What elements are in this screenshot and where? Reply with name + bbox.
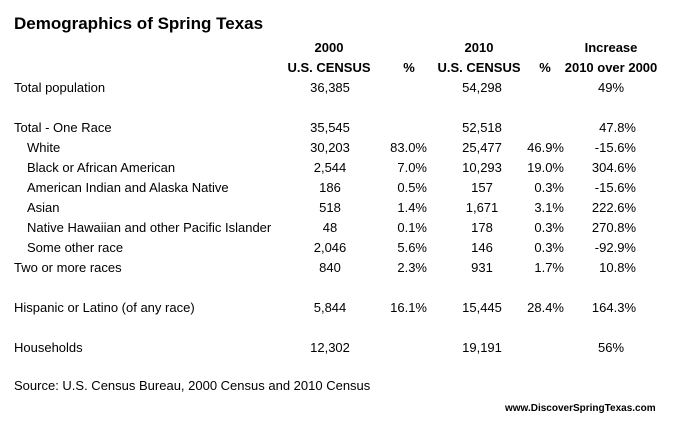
source-note: Source: U.S. Census Bureau, 2000 Census … xyxy=(14,378,371,393)
row-label: White xyxy=(27,140,61,155)
row-2000-value: 518 xyxy=(319,200,341,215)
row-2010-pct: 46.9% xyxy=(527,140,564,155)
row-label: American Indian and Alaska Native xyxy=(27,180,229,195)
row-increase: 270.8% xyxy=(591,220,636,235)
header-2010-pct: % xyxy=(539,60,551,75)
row-increase: 10.8% xyxy=(599,260,636,275)
row-label: Total - One Race xyxy=(14,120,112,135)
row-2000-value: 30,203 xyxy=(310,140,350,155)
row-2000-pct: 2.3% xyxy=(397,260,427,275)
row-2000-pct: 0.1% xyxy=(397,220,427,235)
row-increase: -15.6% xyxy=(594,140,636,155)
row-2010-pct: 3.1% xyxy=(534,200,564,215)
row-increase: -15.6% xyxy=(594,180,636,195)
row-label: Black or African American xyxy=(27,160,176,175)
header-2000-census: U.S. CENSUS xyxy=(287,60,371,75)
row-2010-value: 25,477 xyxy=(462,140,502,155)
row-2000-value: 12,302 xyxy=(310,340,350,355)
row-label: Hispanic or Latino (of any race) xyxy=(14,300,195,315)
row-2000-value: 5,844 xyxy=(313,300,347,315)
row-increase: 164.3% xyxy=(591,300,636,315)
row-increase: 56% xyxy=(597,340,625,355)
row-2010-value: 1,671 xyxy=(465,200,499,215)
row-2000-value: 48 xyxy=(322,220,338,235)
row-2000-value: 36,385 xyxy=(310,80,350,95)
header-increase-sub: 2010 over 2000 xyxy=(564,60,658,75)
row-2010-value: 157 xyxy=(471,180,493,195)
row-label: Two or more races xyxy=(14,260,122,275)
row-label: Total population xyxy=(14,80,106,95)
row-increase: 49% xyxy=(597,80,625,95)
row-2000-pct: 83.0% xyxy=(390,140,427,155)
row-label: Native Hawaiian and other Pacific Island… xyxy=(27,220,272,235)
row-2010-pct: 0.3% xyxy=(534,220,564,235)
row-label: Asian xyxy=(27,200,60,215)
row-2000-value: 2,046 xyxy=(313,240,347,255)
row-2010-pct: 0.3% xyxy=(534,180,564,195)
row-2000-pct: 16.1% xyxy=(390,300,427,315)
header-2010-year: 2010 xyxy=(464,40,494,55)
row-increase: 47.8% xyxy=(599,120,636,135)
header-increase: Increase xyxy=(584,40,638,55)
row-label: Some other race xyxy=(27,240,124,255)
header-2000-pct: % xyxy=(403,60,415,75)
row-2010-value: 19,191 xyxy=(462,340,502,355)
row-2010-pct: 1.7% xyxy=(534,260,564,275)
row-2000-value: 840 xyxy=(319,260,341,275)
row-2000-pct: 5.6% xyxy=(397,240,427,255)
row-2010-value: 54,298 xyxy=(462,80,502,95)
row-label: Households xyxy=(14,340,83,355)
row-2000-pct: 1.4% xyxy=(397,200,427,215)
row-increase: 304.6% xyxy=(591,160,636,175)
row-2010-pct: 19.0% xyxy=(527,160,564,175)
row-2010-value: 52,518 xyxy=(462,120,502,135)
row-2010-value: 931 xyxy=(471,260,493,275)
row-increase: -92.9% xyxy=(594,240,636,255)
row-2000-value: 186 xyxy=(319,180,341,195)
row-2010-value: 146 xyxy=(471,240,493,255)
row-2010-pct: 0.3% xyxy=(534,240,564,255)
header-2010-census: U.S. CENSUS xyxy=(437,60,521,75)
website-credit: www.DiscoverSpringTexas.com xyxy=(505,403,656,414)
row-2000-pct: 0.5% xyxy=(397,180,427,195)
row-increase: 222.6% xyxy=(591,200,636,215)
row-2000-pct: 7.0% xyxy=(397,160,427,175)
page-title: Demographics of Spring Texas xyxy=(14,14,264,33)
row-2000-value: 35,545 xyxy=(310,120,350,135)
row-2010-pct: 28.4% xyxy=(527,300,564,315)
row-2000-value: 2,544 xyxy=(313,160,347,175)
row-2010-value: 178 xyxy=(471,220,493,235)
row-2010-value: 15,445 xyxy=(462,300,502,315)
header-2000-year: 2000 xyxy=(314,40,344,55)
row-2010-value: 10,293 xyxy=(462,160,502,175)
